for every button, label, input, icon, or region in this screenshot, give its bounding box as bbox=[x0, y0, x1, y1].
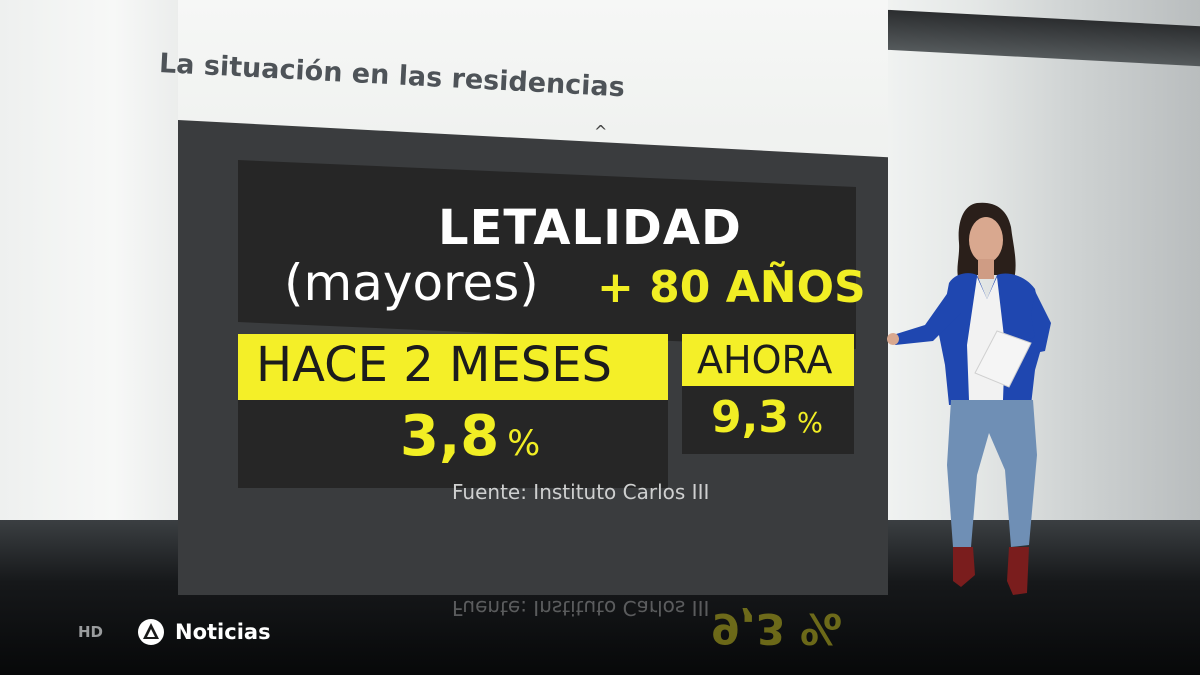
broadcast-logo: HD Noticias bbox=[78, 618, 271, 646]
caret-up-icon: ^ bbox=[594, 122, 608, 141]
value-box-a bbox=[238, 400, 668, 488]
label-box-b bbox=[682, 334, 854, 386]
value-a-unit: % bbox=[507, 424, 541, 464]
label-hace-2-meses: HACE 2 MESES bbox=[256, 337, 612, 393]
hd-badge: HD bbox=[78, 623, 104, 641]
title-line-1: LETALIDAD bbox=[438, 200, 742, 256]
value-b-number: 9,3 bbox=[711, 392, 789, 443]
title-line-2a: (mayores) bbox=[284, 254, 539, 312]
value-hace-2-meses: 3,8% bbox=[400, 404, 540, 469]
value-a-number: 3,8 bbox=[400, 404, 500, 469]
source-note: Fuente: Instituto Carlos III bbox=[452, 480, 710, 504]
title-line-2b: + 80 AÑOS bbox=[597, 262, 866, 313]
logo-text: Noticias bbox=[175, 620, 271, 644]
reflection-value: 9,3 % bbox=[711, 604, 843, 653]
value-b-unit: % bbox=[796, 408, 823, 439]
label-ahora: AHORA bbox=[697, 338, 833, 382]
studio-wall-left bbox=[0, 0, 190, 620]
antena3-triangle-icon bbox=[138, 619, 165, 645]
value-box-b bbox=[682, 386, 854, 454]
reflection-source: Fuente: Instituto Carlos III bbox=[452, 596, 710, 620]
label-box-a bbox=[238, 334, 668, 400]
presenter-figure bbox=[887, 202, 1051, 595]
studio-wall-right bbox=[880, 0, 1200, 560]
value-ahora: 9,3% bbox=[711, 392, 823, 443]
